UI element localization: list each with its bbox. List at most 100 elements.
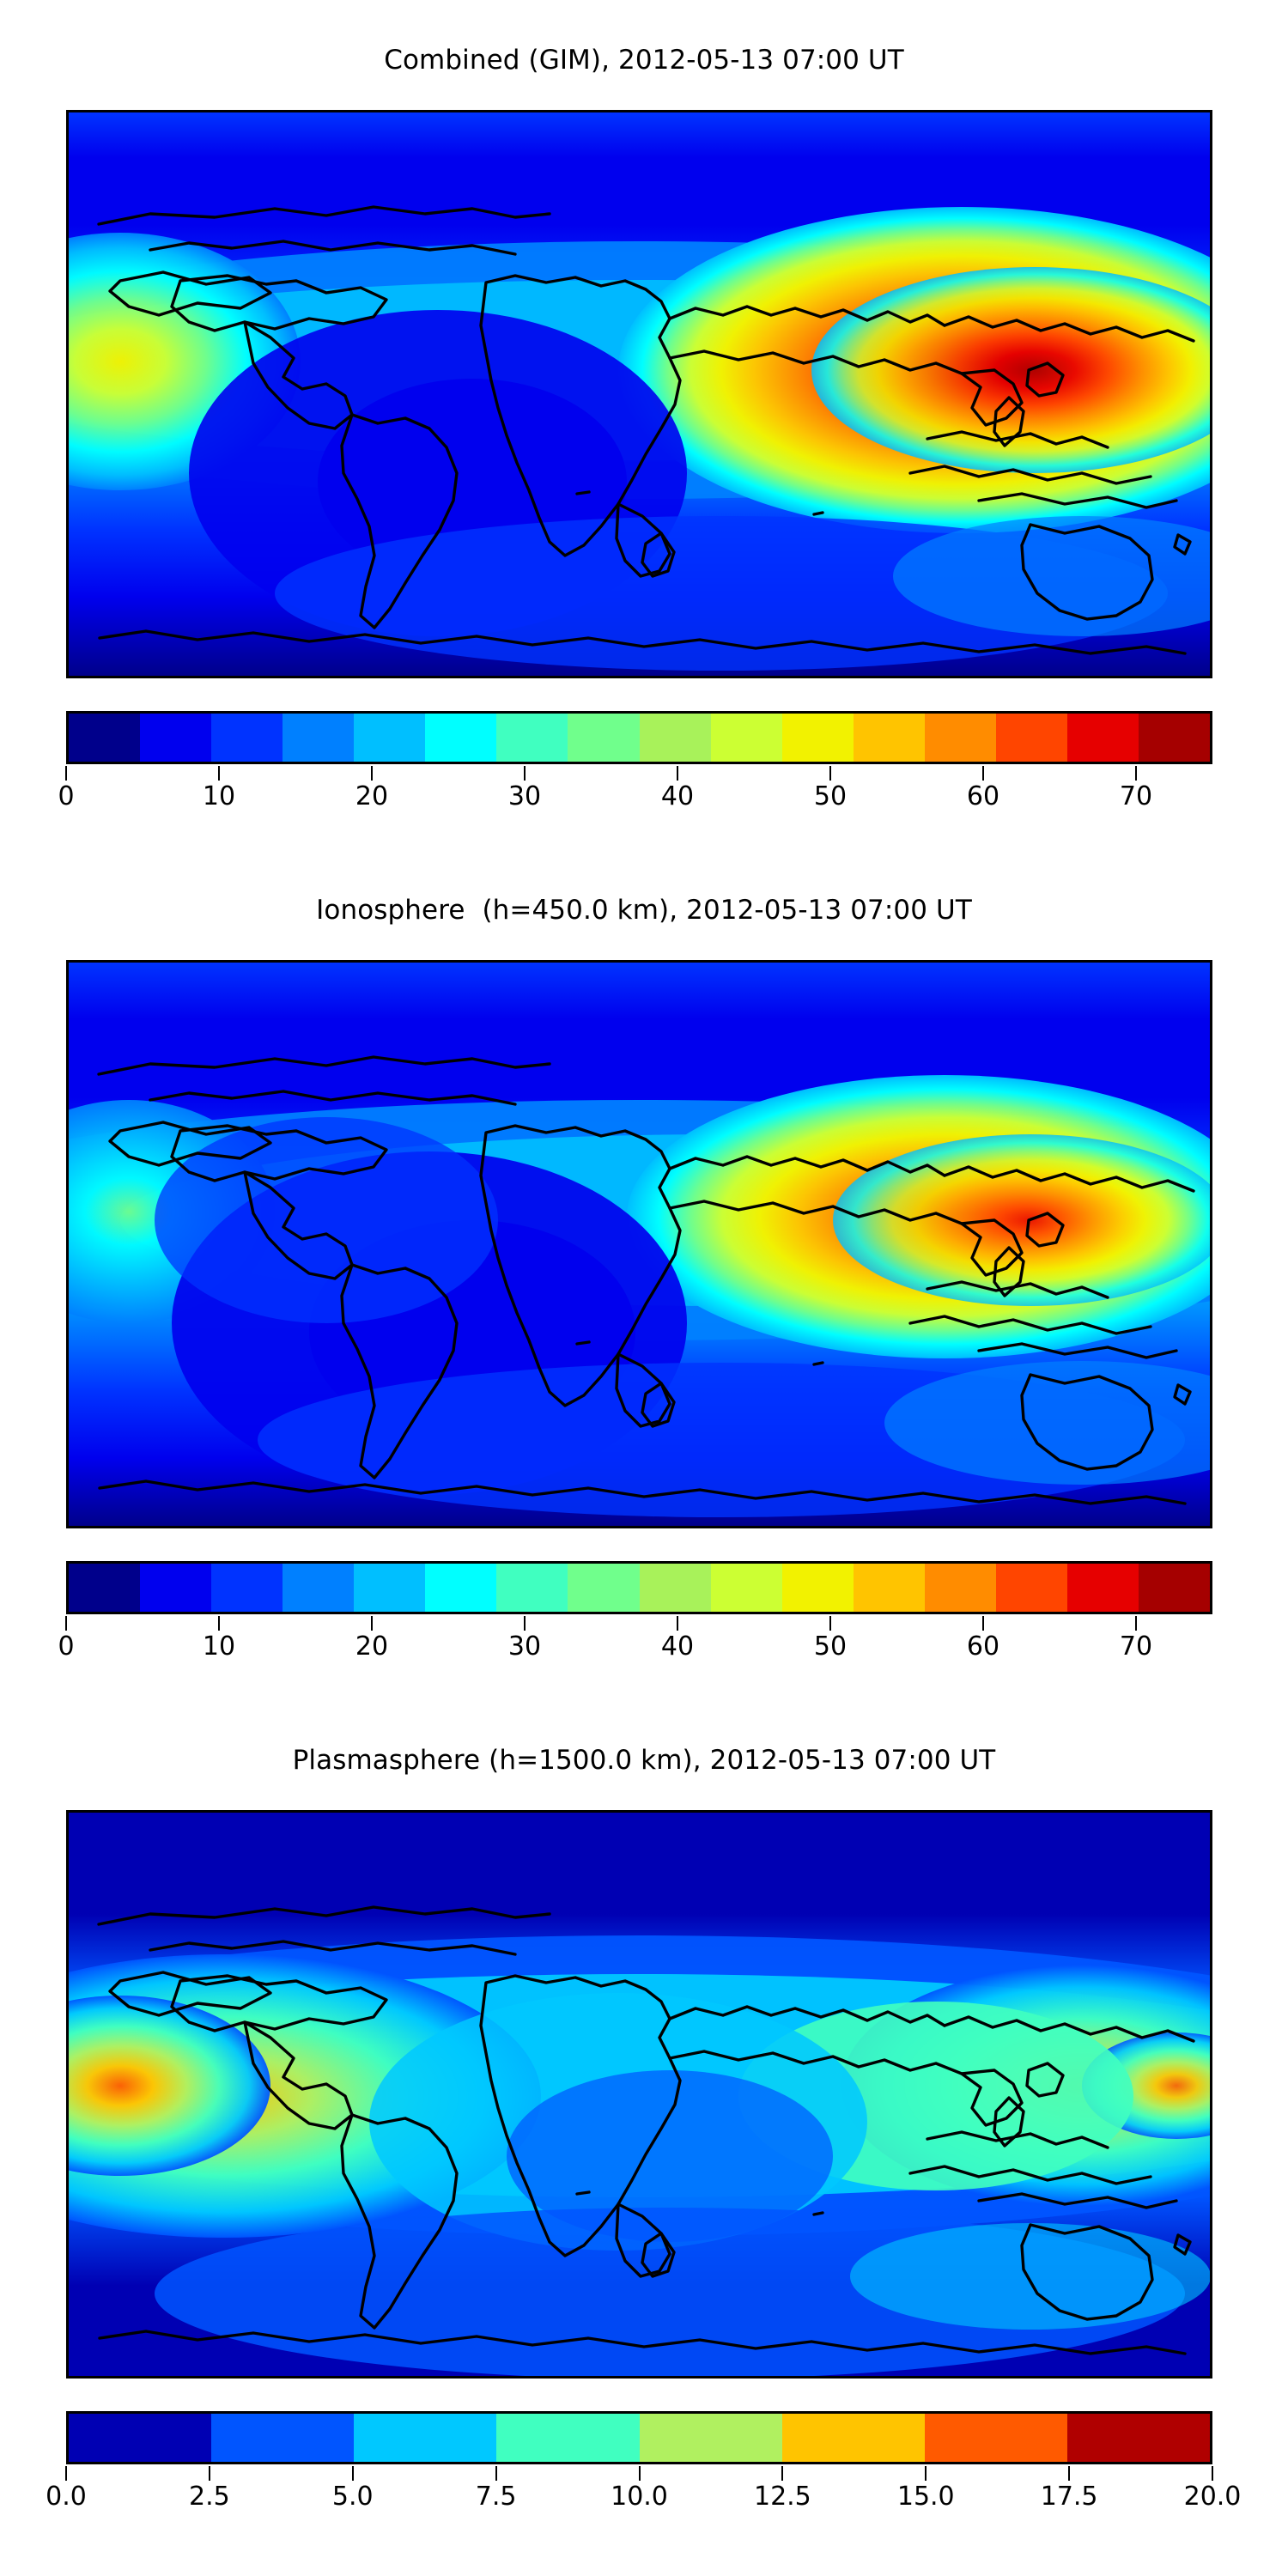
colorbar-tick-label: 20 <box>355 1631 389 1662</box>
colorbar-tick-label: 70 <box>1119 1631 1153 1662</box>
colorbar-tick-label: 0 <box>58 1631 75 1662</box>
colorbar-segment <box>211 2414 355 2462</box>
colorbar-ticks-combined: 0 10 20 30 40 50 60 70 <box>58 766 1212 817</box>
colorbar-segment <box>496 2414 640 2462</box>
panel-plasmasphere: Plasmasphere (h=1500.0 km), 2012-05-13 0… <box>0 1700 1288 2576</box>
colorbar-segment <box>710 714 782 762</box>
colorbar-tick-mark <box>65 2466 67 2481</box>
colorbar-tick-label: 15.0 <box>896 2482 955 2512</box>
colorbar-plasmasphere[interactable] <box>66 2411 1212 2464</box>
colorbar-tick-label: 70 <box>1119 781 1153 811</box>
map-field-combined <box>69 112 1210 676</box>
colorbar-tick-label: 17.5 <box>1040 2482 1098 2512</box>
colorbar-tick-label: 10 <box>202 1631 236 1662</box>
panel-title-ionosphere: Ionosphere (h=450.0 km), 2012-05-13 07:0… <box>316 895 972 926</box>
colorbar-segment <box>781 2414 925 2462</box>
colorbar-combined[interactable] <box>66 711 1212 764</box>
colorbar-tick-label: 0 <box>58 781 75 811</box>
colorbar-segment <box>140 714 212 762</box>
map-field-ionosphere <box>69 963 1210 1526</box>
colorbar-ticks-ionosphere: 0 10 20 30 40 50 60 70 <box>58 1616 1212 1668</box>
colorbar-ticks-plasmasphere: 0.0 2.5 5.0 7.5 10.0 12.5 15.0 17.5 20.0 <box>46 2466 1241 2518</box>
colorbar-tick-label: 30 <box>507 781 542 811</box>
colorbar-tick-mark <box>1135 766 1137 781</box>
colorbar-tick-mark <box>1212 2466 1213 2481</box>
colorbar-segment <box>1066 1564 1139 1612</box>
colorbar-segment <box>853 1564 925 1612</box>
colorbar-tick-mark <box>1068 2466 1071 2481</box>
colorbar-segment <box>496 714 568 762</box>
colorbar-tick-label: 60 <box>966 781 1000 811</box>
colorbar-segment <box>924 714 996 762</box>
colorbar-tick-label: 20 <box>355 781 389 811</box>
colorbar-tick-mark <box>65 1616 67 1631</box>
colorbar-tick-label: 30 <box>507 1631 542 1662</box>
colorbar-tick-label: 40 <box>660 781 695 811</box>
colorbar-tick-mark <box>370 766 373 781</box>
colorbar-segment <box>496 1564 568 1612</box>
colorbar-gradient-plasmasphere <box>66 2411 1212 2464</box>
colorbar-segment <box>69 714 141 762</box>
colorbar-segment <box>211 1564 283 1612</box>
colorbar-tick-mark <box>495 2466 497 2481</box>
colorbar-segment <box>425 1564 497 1612</box>
colorbar-tick-mark <box>676 1616 678 1631</box>
colorbar-tick-mark <box>781 2466 784 2481</box>
panel-ionosphere: Ionosphere (h=450.0 km), 2012-05-13 07:0… <box>0 850 1288 1709</box>
colorbar-tick-label: 50 <box>813 1631 848 1662</box>
panel-title-combined: Combined (GIM), 2012-05-13 07:00 UT <box>384 45 904 76</box>
colorbar-segment <box>924 2414 1067 2462</box>
colorbar-segment <box>140 1564 212 1612</box>
colorbar-ionosphere[interactable] <box>66 1561 1212 1614</box>
panel-combined-gim: Combined (GIM), 2012-05-13 07:00 UT <box>0 0 1288 859</box>
colorbar-segment <box>69 2414 212 2462</box>
map-field-plasmasphere <box>69 1813 1210 2376</box>
colorbar-tick-mark <box>829 766 831 781</box>
colorbar-segment <box>425 714 497 762</box>
colorbar-tick-mark <box>982 766 984 781</box>
map-plasmasphere-1500km[interactable] <box>66 1810 1212 2379</box>
colorbar-tick-label: 20.0 <box>1183 2482 1242 2512</box>
colorbar-segment <box>639 714 711 762</box>
map-combined-gim[interactable] <box>66 110 1212 678</box>
colorbar-segment <box>1066 2414 1210 2462</box>
colorbar-tick-mark <box>676 766 678 781</box>
colorbar-segment <box>568 1564 640 1612</box>
colorbar-segment <box>354 1564 426 1612</box>
colorbar-segment <box>283 1564 355 1612</box>
colorbar-segment <box>924 1564 996 1612</box>
colorbar-segment <box>853 714 925 762</box>
colorbar-tick-mark <box>829 1616 831 1631</box>
colorbar-segment <box>1066 714 1139 762</box>
colorbar-segment <box>283 714 355 762</box>
colorbar-segment <box>354 714 426 762</box>
colorbar-tick-mark <box>524 766 526 781</box>
colorbar-tick-label: 40 <box>660 1631 695 1662</box>
colorbar-segment <box>639 2414 782 2462</box>
colorbar-tick-mark <box>217 1616 220 1631</box>
colorbar-segment <box>1138 714 1210 762</box>
colorbar-tick-label: 5.0 <box>331 2482 374 2512</box>
colorbar-tick-mark <box>65 766 67 781</box>
colorbar-gradient-combined <box>66 711 1212 764</box>
colorbar-tick-label: 12.5 <box>753 2482 811 2512</box>
colorbar-tick-label: 10.0 <box>611 2482 668 2512</box>
colorbar-tick-mark <box>351 2466 354 2481</box>
colorbar-tick-label: 0.0 <box>46 2482 87 2512</box>
colorbar-segment <box>69 1564 141 1612</box>
colorbar-tick-mark <box>925 2466 927 2481</box>
colorbar-tick-label: 2.5 <box>189 2482 230 2512</box>
colorbar-gradient-ionosphere <box>66 1561 1212 1614</box>
colorbar-tick-mark <box>524 1616 526 1631</box>
colorbar-tick-mark <box>982 1616 984 1631</box>
colorbar-segment <box>995 1564 1067 1612</box>
colorbar-segment <box>354 2414 497 2462</box>
colorbar-tick-mark <box>217 766 220 781</box>
colorbar-segment <box>639 1564 711 1612</box>
map-ionosphere-450km[interactable] <box>66 960 1212 1528</box>
colorbar-tick-label: 7.5 <box>475 2482 517 2512</box>
colorbar-segment <box>781 1564 854 1612</box>
colorbar-segment <box>211 714 283 762</box>
colorbar-tick-label: 10 <box>202 781 236 811</box>
